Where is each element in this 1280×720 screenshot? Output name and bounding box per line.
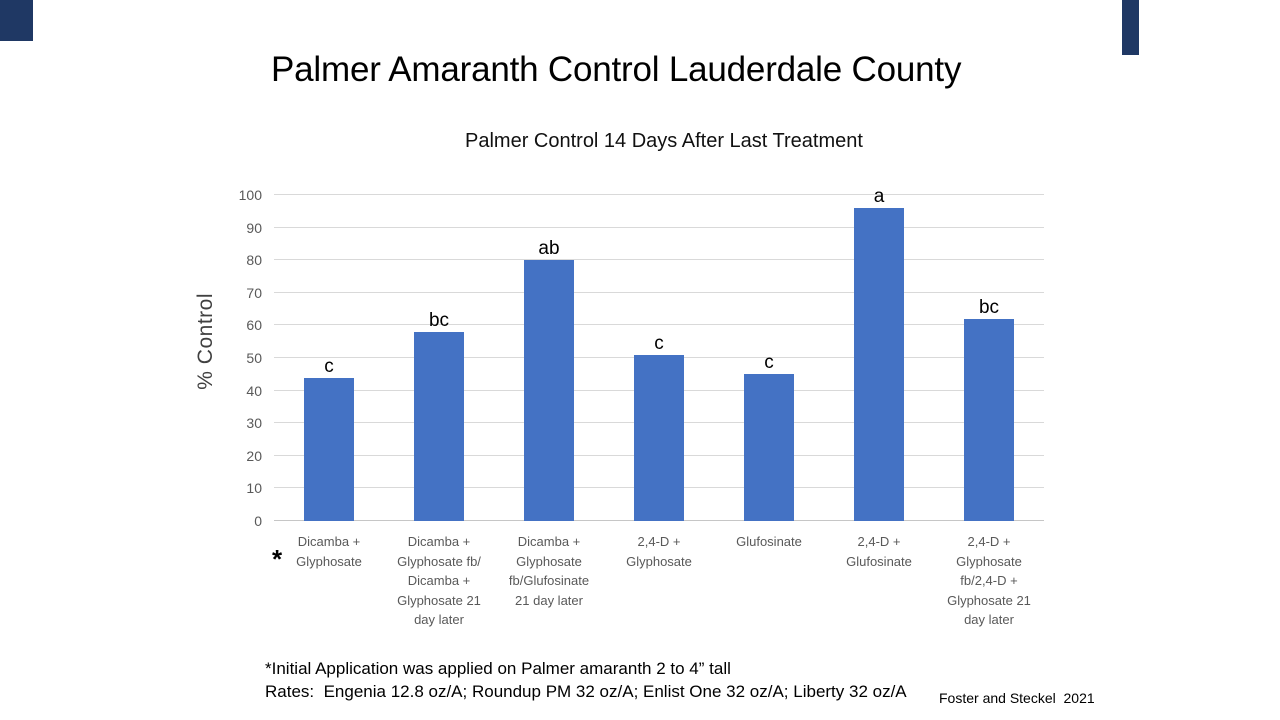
bar-significance-letter-5: c — [764, 352, 774, 374]
category-label-7: 2,4-D + Glyphosate fb/2,4-D + Glyphosate… — [947, 534, 1031, 627]
bar-significance-letter-4: c — [654, 332, 664, 354]
y-tick-label-30: 30 — [246, 415, 262, 432]
plot-area: c bc ab c c a bc — [274, 187, 1044, 521]
y-tick-label-20: 20 — [246, 447, 262, 464]
category-label-1: Dicamba + Glyphosate — [296, 534, 362, 569]
bar-significance-letter-7: bc — [978, 296, 1000, 318]
bar-significance-letter-2: bc — [428, 309, 450, 331]
asterisk-marker: * — [272, 544, 283, 574]
y-tick-label-100: 100 — [238, 187, 262, 203]
y-tick-label-40: 40 — [246, 382, 262, 399]
credit: Foster and Steckel 2021 — [939, 690, 1095, 706]
bar-6 — [854, 208, 904, 521]
footnote: *Initial Application was applied on Palm… — [265, 659, 907, 701]
category-label-4: 2,4-D + Glyphosate — [626, 534, 692, 569]
category-label-3: Dicamba + Glyphosate fb/Glufosinate 21 d… — [508, 534, 590, 608]
y-tick-label-10: 10 — [246, 480, 262, 497]
bar-significance-letter-3: ab — [538, 238, 560, 260]
x-axis-category-labels: Dicamba + Glyphosate Dicamba + Glyphosate… — [274, 532, 1044, 630]
gridline-100 — [274, 194, 1044, 195]
y-tick-label-90: 90 — [246, 219, 262, 236]
bar-2 — [414, 331, 464, 521]
slide-accent-top-right — [1122, 0, 1139, 55]
slide-accent-top-left — [0, 0, 33, 41]
gridline-60 — [274, 324, 1044, 326]
category-label-2: Dicamba + Glyphosate fb/ Dicamba + Glyph… — [397, 534, 481, 627]
y-tick-label-70: 70 — [246, 284, 262, 301]
category-label-5: Glufosinate — [736, 534, 802, 549]
bar-5 — [744, 374, 794, 521]
bar-1 — [304, 377, 354, 521]
gridline-90 — [274, 226, 1044, 228]
bar-4 — [634, 354, 684, 521]
gridline-70 — [274, 291, 1044, 293]
y-tick-label-60: 60 — [246, 317, 262, 334]
y-axis-title: % Control — [194, 293, 217, 390]
bar-significance-letter-6: a — [873, 186, 885, 208]
gridline-80 — [274, 259, 1044, 261]
category-label-6: 2,4-D + Glufosinate — [846, 534, 912, 569]
bar-7 — [964, 318, 1014, 521]
y-tick-label-50: 50 — [246, 350, 262, 366]
y-tick-label-0: 0 — [254, 513, 262, 529]
slide-title: Palmer Amaranth Control Lauderdale Count… — [271, 50, 962, 89]
chart-title: Palmer Control 14 Days After Last Treatm… — [465, 130, 863, 152]
bar-3 — [524, 260, 574, 521]
y-tick-label-80: 80 — [246, 252, 262, 269]
bar-significance-letter-1: c — [324, 355, 334, 377]
